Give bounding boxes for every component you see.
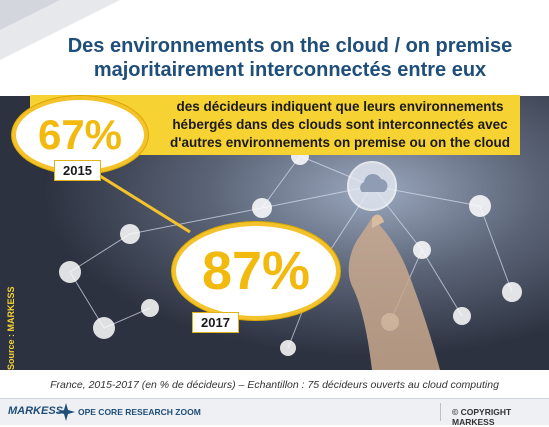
band-text: des décideurs indiquent que leurs enviro…	[160, 98, 520, 152]
title-line-2: majoritairement interconnectés entre eux	[93, 59, 487, 81]
hand-image	[348, 218, 440, 370]
envelope-icon	[453, 307, 471, 325]
cart-icon	[280, 340, 296, 356]
video-icon	[469, 195, 491, 217]
stat-2015-year: 2015	[54, 160, 101, 181]
band-line-2: hébergés dans des clouds sont interconne…	[172, 117, 508, 132]
copyright: © COPYRIGHT MARKESS	[452, 407, 512, 427]
title-line-1: Des environnements on the cloud / on pre…	[67, 35, 513, 57]
brand-logo: MARKESS	[8, 405, 64, 417]
zoom-label: OPE CORE RESEARCH ZOOM	[78, 407, 201, 417]
org-chart-icon	[59, 261, 81, 283]
band-line-3: d'autres environnements on premise ou on…	[169, 135, 510, 150]
source-label: Source : MARKESS	[6, 286, 20, 370]
music-icon	[141, 299, 159, 317]
star-icon	[57, 403, 75, 421]
stat-2017-year: 2017	[192, 312, 239, 333]
location-arrow-icon	[120, 224, 140, 244]
page-title: Des environnements on the cloud / on pre…	[40, 34, 540, 82]
source-text: Source : MARKESS	[6, 286, 16, 370]
corner-decoration	[0, 0, 120, 60]
camera-icon	[252, 198, 272, 218]
band-line-1: des décideurs indiquent que leurs enviro…	[176, 99, 504, 114]
phone-icon	[413, 241, 431, 259]
briefcase-icon	[93, 317, 115, 339]
footer: MARKESS OPE CORE RESEARCH ZOOM © COPYRIG…	[0, 398, 549, 427]
caption: France, 2015-2017 (en % de décideurs) – …	[50, 379, 499, 391]
stat-2017-value: 87%	[172, 222, 340, 320]
footer-divider	[440, 403, 441, 421]
coffee-icon	[502, 282, 522, 302]
